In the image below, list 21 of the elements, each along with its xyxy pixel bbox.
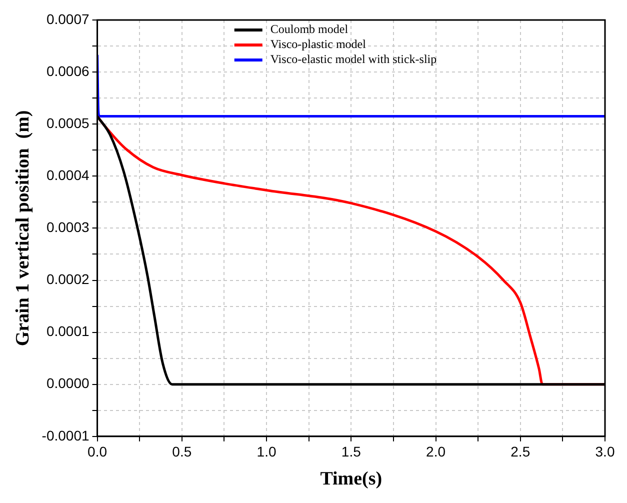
y-tick-label: 0.0000 [46,375,90,392]
x-tick-label: 0.0 [88,444,108,460]
x-tick-label: 2.0 [426,444,446,460]
y-tick-label: 0.0005 [46,114,90,131]
x-axis-title: Time(s) [320,468,382,490]
x-tick-label: 1.0 [256,444,276,460]
y-tick-label: 0.0002 [46,271,90,288]
legend-label: Visco-plastic model [270,37,367,52]
y-axis-title: Grain 1 vertical position (m) [12,110,34,346]
y-tick-label: 0.0006 [46,62,90,79]
y-tick-label: 0.0001 [46,323,90,340]
y-tick-label: 0.0003 [46,219,90,236]
x-tick-label: 0.5 [172,444,192,460]
x-tick-label: 2.5 [510,444,530,460]
y-tick-label: -0.0001 [42,427,90,444]
y-tick-label: 0.0007 [46,10,90,27]
x-tick-label: 3.0 [595,444,615,460]
legend-label: Coulomb model [270,22,349,36]
legend-label: Visco-elastic model with stick-slip [270,52,437,66]
x-tick-label: 1.5 [341,444,362,460]
y-tick-label: 0.0004 [46,167,90,184]
